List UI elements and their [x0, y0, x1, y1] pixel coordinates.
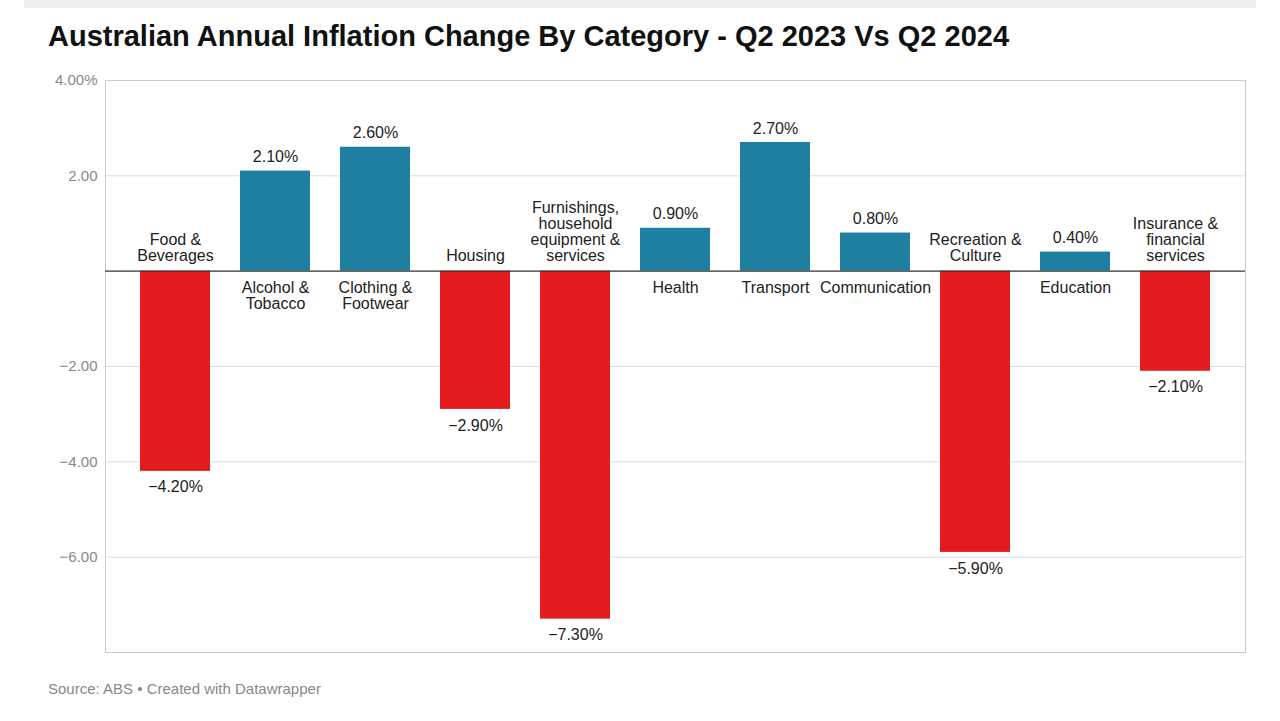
svg-text:−4.20%: −4.20% — [148, 478, 203, 495]
svg-text:Education: Education — [1040, 279, 1111, 296]
svg-text:Insurance &financialservices: Insurance &financialservices — [1133, 215, 1219, 264]
svg-text:Housing: Housing — [446, 247, 505, 264]
svg-text:2.70%: 2.70% — [753, 120, 798, 137]
svg-text:Transport: Transport — [742, 279, 810, 296]
svg-text:−2.00: −2.00 — [60, 357, 98, 374]
svg-text:Recreation &Culture: Recreation &Culture — [929, 231, 1022, 264]
svg-text:−7.30%: −7.30% — [548, 626, 603, 643]
svg-text:−5.90%: −5.90% — [948, 560, 1003, 577]
svg-text:Food &Beverages: Food &Beverages — [137, 231, 214, 264]
svg-text:0.80%: 0.80% — [853, 210, 898, 227]
svg-text:Clothing &Footwear: Clothing &Footwear — [339, 279, 413, 312]
svg-text:−4.00: −4.00 — [60, 453, 98, 470]
svg-text:−6.00: −6.00 — [60, 548, 98, 565]
svg-text:Health: Health — [652, 279, 698, 296]
svg-text:−2.90%: −2.90% — [448, 417, 503, 434]
svg-text:Alcohol &Tobacco: Alcohol &Tobacco — [242, 279, 310, 312]
svg-text:Communication: Communication — [820, 279, 931, 296]
svg-text:−2.10%: −2.10% — [1148, 378, 1203, 395]
html-text:Source: ABS • Created with Dat: Source: ABS • Created with Datawrapper — [48, 680, 321, 697]
svg-text:Furnishings,householdequipment: Furnishings,householdequipment &services — [531, 199, 621, 264]
svg-text:4.00%: 4.00% — [55, 71, 98, 88]
svg-text:2.10%: 2.10% — [253, 148, 298, 165]
html-text:Australian Annual Inflation Ch: Australian Annual Inflation Change By Ca… — [48, 20, 1009, 52]
svg-text:0.40%: 0.40% — [1053, 229, 1098, 246]
svg-text:2.00: 2.00 — [68, 167, 97, 184]
svg-text:0.90%: 0.90% — [653, 205, 698, 222]
svg-text:2.60%: 2.60% — [353, 124, 398, 141]
